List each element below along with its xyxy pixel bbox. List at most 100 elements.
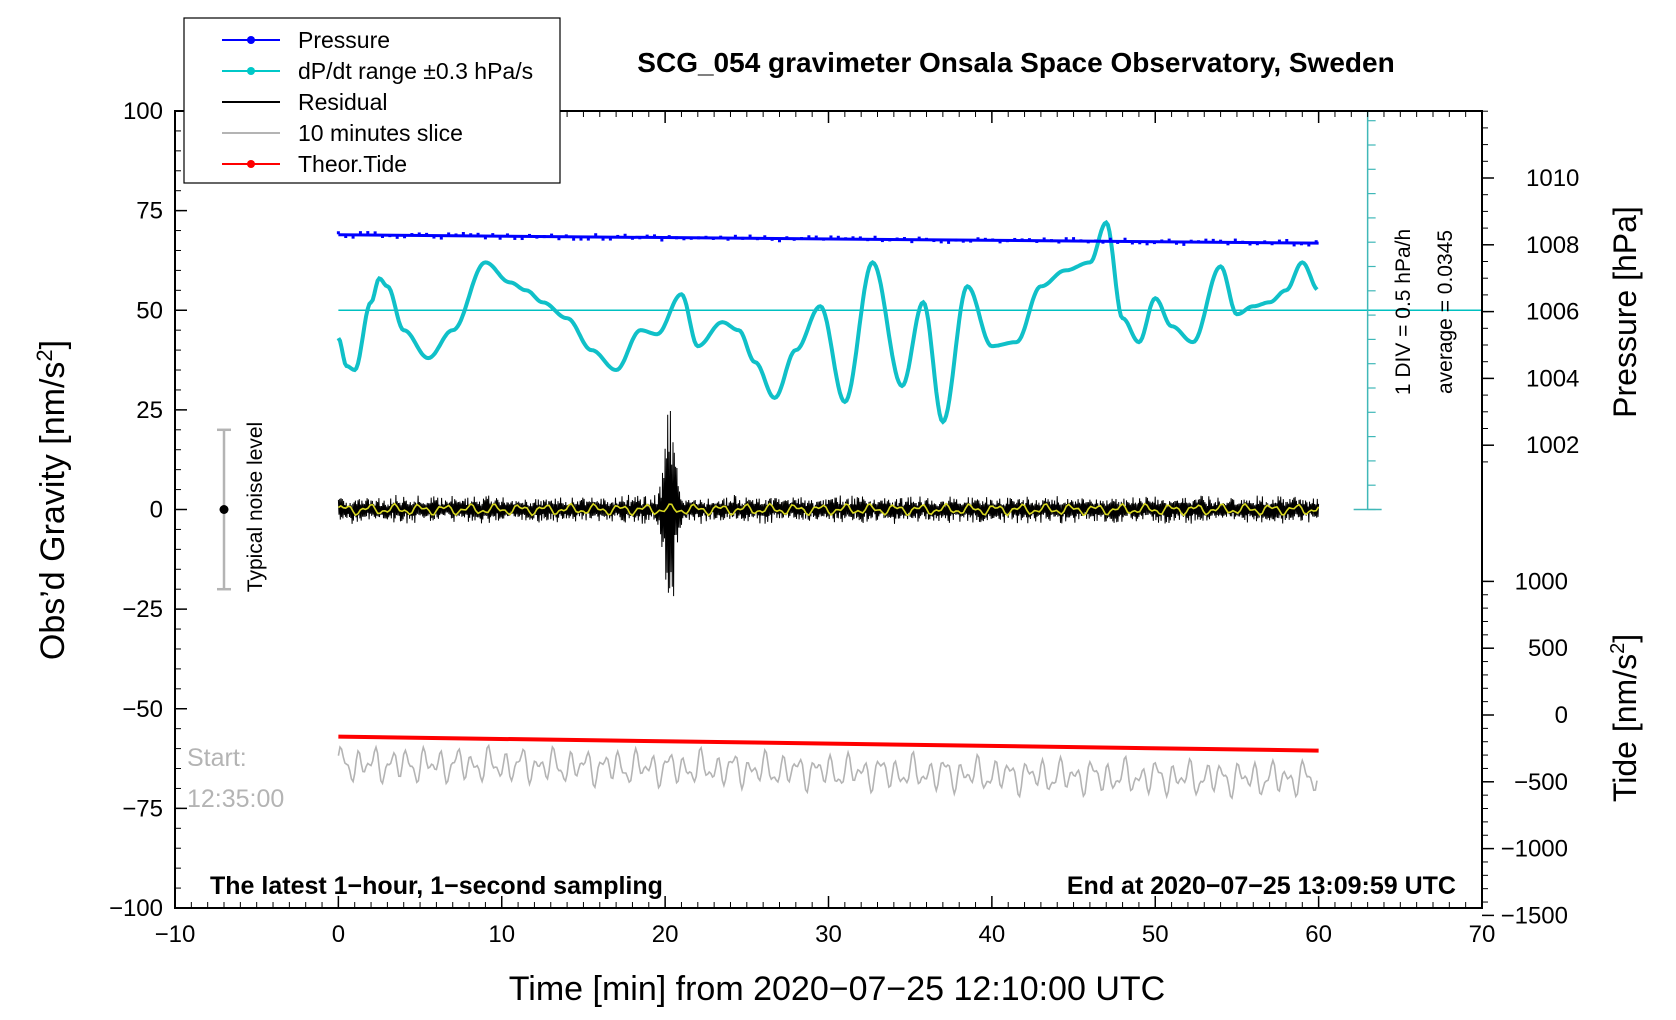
pressure-point xyxy=(851,236,855,240)
pressure-point xyxy=(910,240,914,244)
pressure-point xyxy=(425,232,429,236)
pressure-point xyxy=(1094,239,1098,243)
y-tick-label: 50 xyxy=(136,297,163,324)
pressure-point xyxy=(1050,239,1054,243)
pressure-point xyxy=(1314,240,1318,244)
pressure-point xyxy=(1130,241,1134,245)
pressure-point xyxy=(895,237,899,241)
pressure-series xyxy=(336,231,1319,247)
pressure-point xyxy=(601,237,605,241)
pressure-point xyxy=(829,235,833,239)
footer-left-note: The latest 1−hour, 1−second sampling xyxy=(210,872,663,900)
pressure-point xyxy=(491,233,495,237)
pressure-point xyxy=(880,239,884,243)
x-tick-label: 0 xyxy=(332,921,345,948)
dpdt-average-label: average = 0.0345 xyxy=(1434,230,1457,394)
residual-smoothed-line xyxy=(337,502,1320,517)
pressure-point xyxy=(373,231,377,235)
pressure-point xyxy=(1189,239,1193,243)
pressure-point xyxy=(866,238,870,242)
pressure-point xyxy=(1152,241,1156,245)
ten-minute-slice-series xyxy=(337,743,1318,800)
pressure-point xyxy=(1219,239,1223,243)
pressure-point xyxy=(976,237,980,241)
pressure-point xyxy=(667,235,671,239)
legend: Pressure dP/dt range ±0.3 hPa/s Residual 10… xyxy=(183,17,561,184)
pressure-point xyxy=(1035,239,1039,243)
pressure-point xyxy=(932,239,936,243)
pressure-point xyxy=(542,235,546,239)
pressure-point xyxy=(711,236,715,240)
pressure-point xyxy=(660,238,664,242)
pressure-point xyxy=(1167,238,1171,242)
pressure-point xyxy=(1204,238,1208,242)
pressure-point xyxy=(675,236,679,240)
y-tick-label: 0 xyxy=(150,497,163,524)
residual-line xyxy=(337,410,1320,597)
pressure-point xyxy=(777,239,781,243)
legend-marker xyxy=(247,36,255,44)
pressure-tick-label: 1004 xyxy=(1526,365,1579,392)
pressure-point xyxy=(697,236,701,240)
pressure-point xyxy=(1241,240,1245,244)
pressure-point xyxy=(1108,237,1112,241)
y-tick-label: 75 xyxy=(136,198,163,225)
pressure-point xyxy=(1285,238,1289,242)
pressure-point xyxy=(630,236,634,240)
pressure-point xyxy=(358,231,362,235)
pressure-tick-label: 1002 xyxy=(1526,432,1579,459)
pressure-point xyxy=(726,237,730,241)
theor-tide-line xyxy=(338,734,1319,753)
pressure-point xyxy=(983,237,987,241)
ten-minute-slice-line xyxy=(337,743,1318,800)
pressure-point xyxy=(520,237,524,241)
pressure-point xyxy=(748,234,752,238)
y-axis-label-pressure: Pressure [hPa] xyxy=(1607,206,1643,418)
tide-tick-label: −1000 xyxy=(1501,836,1568,863)
start-label: Start: xyxy=(187,744,247,772)
pressure-point xyxy=(344,235,348,239)
pressure-point xyxy=(645,234,649,238)
pressure-point xyxy=(1255,242,1259,246)
pressure-point xyxy=(1307,243,1311,247)
pressure-point xyxy=(505,233,509,237)
pressure-point xyxy=(608,237,612,241)
legend-label: Residual xyxy=(298,89,388,115)
y-tick-label: −100 xyxy=(109,895,163,922)
dpdt-line xyxy=(336,219,1319,425)
tide-tick-label: −1500 xyxy=(1501,902,1568,929)
pressure-point xyxy=(1263,240,1267,244)
pressure-point xyxy=(1116,240,1120,244)
pressure-point xyxy=(969,239,973,243)
pressure-point xyxy=(800,237,804,241)
pressure-point xyxy=(1138,241,1142,245)
y-tick-label: −50 xyxy=(122,696,163,723)
pressure-point xyxy=(925,237,929,241)
pressure-point xyxy=(579,237,583,241)
pressure-point xyxy=(616,234,620,238)
pressure-point xyxy=(998,240,1002,244)
x-tick-label: 60 xyxy=(1305,921,1332,948)
pressure-point xyxy=(1277,239,1281,243)
pressure-point xyxy=(1248,242,1252,246)
pressure-point xyxy=(1174,241,1178,245)
pressure-point xyxy=(557,237,561,241)
pressure-point xyxy=(564,234,568,238)
pressure-point xyxy=(1086,240,1090,244)
x-tick-label: 20 xyxy=(652,921,679,948)
pressure-point xyxy=(902,237,906,241)
pressure-point xyxy=(498,236,502,240)
legend-marker xyxy=(247,160,255,168)
pressure-point xyxy=(1292,243,1296,247)
pressure-point xyxy=(1064,237,1068,241)
pressure-point xyxy=(528,233,532,237)
pressure-point xyxy=(550,233,554,237)
pressure-point xyxy=(689,236,693,240)
pressure-point xyxy=(822,237,826,241)
noise-bar-center xyxy=(219,505,229,514)
pressure-tick-label: 1008 xyxy=(1526,232,1579,259)
pressure-point xyxy=(814,235,818,239)
pressure-point xyxy=(586,237,590,241)
pressure-point xyxy=(836,235,840,239)
y-tick-label: 100 xyxy=(123,98,163,125)
